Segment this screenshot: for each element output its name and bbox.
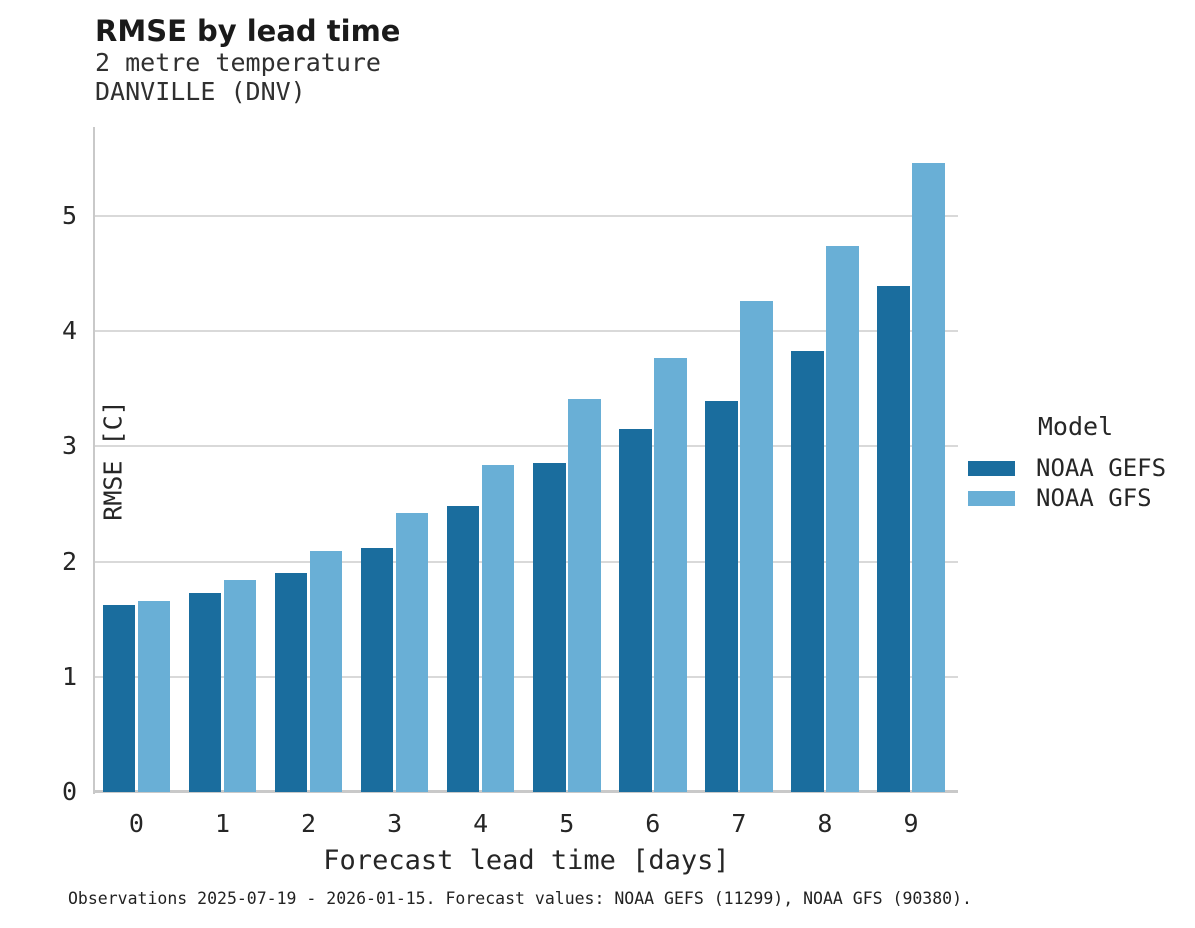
bar-noaa-gfs-day-1: [223, 580, 257, 792]
legend: Model NOAA GEFS NOAA GFS: [968, 412, 1183, 513]
footer-caption: Observations 2025-07-19 - 2026-01-15. Fo…: [68, 889, 972, 908]
x-tick-5: 5: [559, 809, 575, 838]
x-tick-6: 6: [645, 809, 661, 838]
bar-noaa-gfs-day-2: [309, 551, 343, 792]
gridline-y-4: [95, 330, 958, 333]
bar-noaa-gfs-day-0: [137, 600, 171, 792]
x-tick-1: 1: [214, 809, 230, 838]
title-block: RMSE by lead time 2 metre temperature DA…: [95, 14, 400, 106]
x-tick-3: 3: [387, 809, 403, 838]
plot-area: [95, 127, 958, 792]
x-tick-2: 2: [301, 809, 317, 838]
bar-noaa-gefs-day-9: [877, 286, 910, 792]
y-tick-1: 1: [61, 661, 77, 691]
y-tick-3: 3: [61, 431, 77, 461]
y-tick-5: 5: [61, 201, 77, 230]
chart-title: RMSE by lead time: [95, 14, 401, 48]
y-tick-0: 0: [61, 777, 77, 806]
x-tick-9: 9: [903, 809, 919, 838]
chart-subtitle-variable: 2 metre temperature: [95, 48, 381, 77]
legend-title: Model: [1037, 412, 1114, 441]
chart-subtitle-station: DANVILLE (DNV): [95, 77, 306, 106]
gridline-y-5: [95, 215, 958, 217]
gridline-y-1: [95, 675, 958, 678]
x-tick-0: 0: [128, 809, 144, 838]
x-tick-7: 7: [731, 809, 747, 838]
x-axis-label: Forecast lead time [days]: [323, 845, 730, 876]
bar-noaa-gefs-day-3: [360, 547, 394, 792]
bar-noaa-gefs-day-8: [791, 350, 824, 792]
gridline-y-3: [95, 445, 958, 448]
legend-swatch-noaa-gfs-icon: [968, 490, 1015, 506]
bar-noaa-gfs-day-9: [912, 163, 945, 792]
bar-noaa-gefs-day-4: [446, 506, 480, 792]
bar-noaa-gefs-day-2: [274, 573, 308, 792]
bar-noaa-gfs-day-7: [740, 301, 773, 792]
bar-noaa-gefs-day-0: [102, 605, 136, 792]
x-tick-8: 8: [817, 809, 833, 838]
bar-noaa-gefs-day-5: [533, 462, 566, 792]
x-tick-4: 4: [473, 809, 489, 838]
x-axis-spine: [93, 790, 958, 793]
y-tick-4: 4: [61, 316, 77, 346]
bar-noaa-gefs-day-7: [705, 401, 738, 792]
legend-item-noaa-gefs: NOAA GEFS: [968, 453, 1183, 483]
legend-label-noaa-gfs: NOAA GFS: [1036, 484, 1152, 512]
bar-noaa-gefs-day-1: [188, 592, 222, 792]
gridline-y-2: [95, 560, 958, 563]
bar-noaa-gfs-day-5: [568, 399, 601, 792]
bar-noaa-gfs-day-3: [395, 513, 429, 792]
bar-noaa-gefs-day-6: [619, 429, 652, 792]
bar-noaa-gfs-day-4: [481, 464, 515, 792]
y-axis-spine: [93, 127, 95, 794]
legend-item-noaa-gfs: NOAA GFS: [968, 483, 1183, 513]
bar-noaa-gfs-day-8: [826, 245, 859, 792]
y-tick-2: 2: [61, 546, 77, 576]
bar-noaa-gfs-day-6: [654, 357, 687, 792]
legend-label-noaa-gefs: NOAA GEFS: [1036, 454, 1167, 482]
legend-swatch-noaa-gefs-icon: [968, 460, 1015, 476]
